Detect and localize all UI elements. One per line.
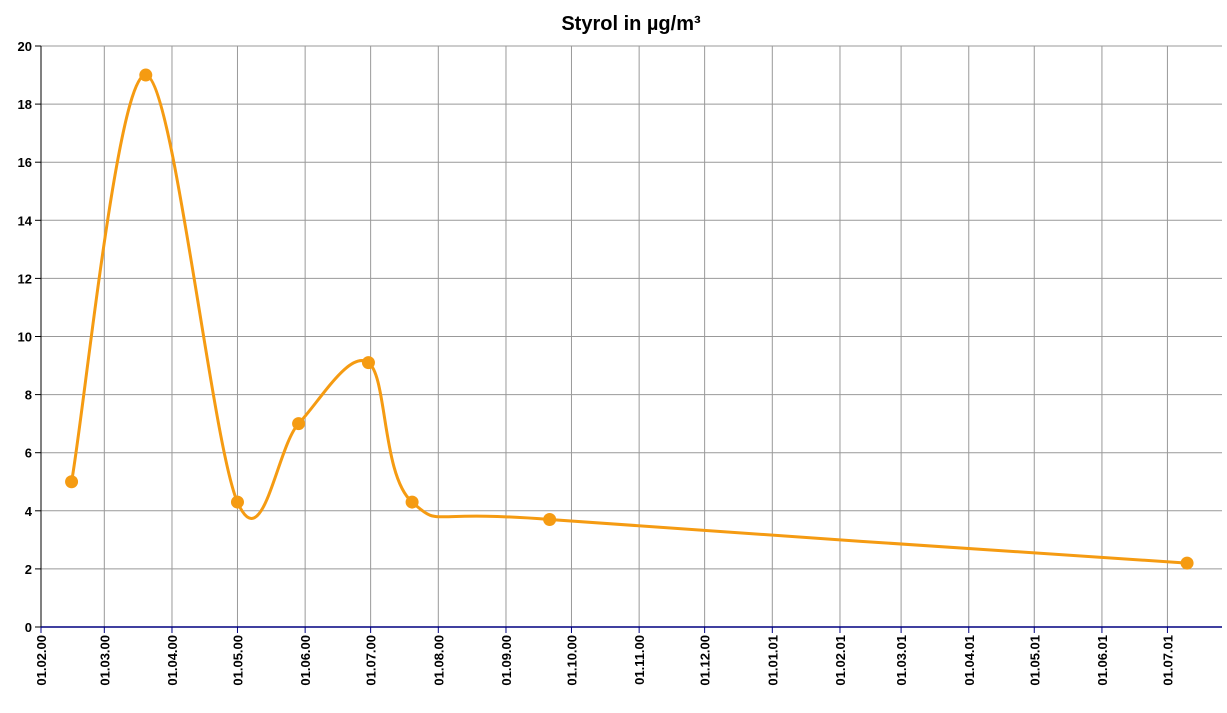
x-tick-label: 01.04.01 <box>962 635 977 686</box>
y-tick-label: 2 <box>25 562 32 577</box>
y-tick-label: 12 <box>18 271 32 286</box>
y-tick-label: 4 <box>25 504 33 519</box>
x-tick-label: 01.08.00 <box>431 635 446 686</box>
x-tick-label: 01.02.01 <box>833 635 848 686</box>
x-tick-label: 01.03.01 <box>894 635 909 686</box>
x-tick-label: 01.04.00 <box>165 635 180 686</box>
chart-title: Styrol in µg/m³ <box>561 13 701 35</box>
data-line <box>70 73 1188 565</box>
x-tick-label: 01.07.01 <box>1160 635 1175 686</box>
y-tick-label: 14 <box>18 213 33 228</box>
y-tick-label: 16 <box>18 155 32 170</box>
data-point <box>405 495 419 509</box>
x-tick-label: 01.11.00 <box>632 635 647 685</box>
data-point <box>65 475 79 489</box>
data-point <box>230 495 244 509</box>
x-tick-label: 01.06.00 <box>298 635 313 686</box>
x-tick-label: 01.03.00 <box>97 635 112 686</box>
y-tick-label: 8 <box>25 388 32 403</box>
y-tick-label: 20 <box>18 39 32 54</box>
data-point <box>292 417 306 431</box>
data-point <box>361 356 375 370</box>
y-tick-label: 6 <box>25 446 32 461</box>
x-tick-label: 01.07.00 <box>364 635 379 686</box>
x-tick-label: 01.01.01 <box>765 635 780 686</box>
x-tick-label: 01.02.00 <box>34 635 49 686</box>
y-tick-label: 18 <box>18 97 32 112</box>
x-tick-label: 01.05.00 <box>230 635 245 686</box>
data-point <box>543 513 557 527</box>
x-tick-label: 01.06.01 <box>1095 635 1110 686</box>
x-tick-label: 01.12.00 <box>698 635 713 686</box>
y-tick-label: 0 <box>25 620 32 635</box>
data-point <box>1180 556 1194 570</box>
x-tick-label: 01.05.01 <box>1027 635 1042 686</box>
y-tick-label: 10 <box>18 330 32 345</box>
data-point <box>139 68 153 82</box>
x-tick-label: 01.09.00 <box>499 635 514 686</box>
x-tick-label: 01.10.00 <box>564 635 579 686</box>
